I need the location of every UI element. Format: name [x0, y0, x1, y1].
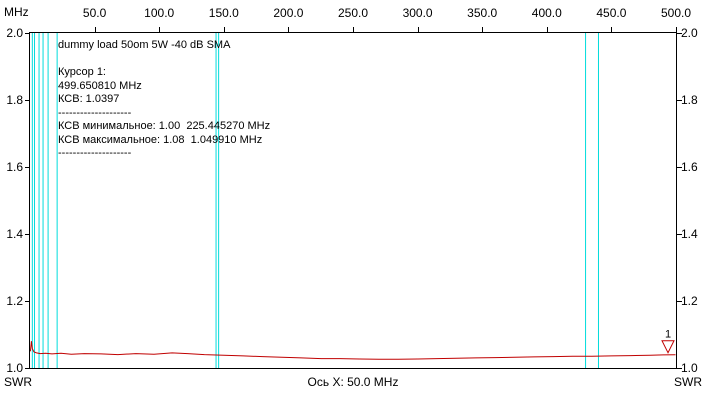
x-tick-label: 150.0 [208, 6, 239, 20]
y-tick-label-left: 2.0 [6, 26, 23, 40]
y-axis-tick-left [25, 368, 30, 369]
x-tick-label: 50.0 [82, 6, 107, 20]
x-tick-label: 100.0 [144, 6, 175, 20]
y-axis-caption-left: SWR [4, 375, 32, 389]
x-axis-tick [223, 27, 225, 32]
y-axis-tick-right [677, 33, 682, 34]
cursor-number-label: 1 [665, 329, 671, 341]
plot-canvas: 1 [30, 33, 676, 368]
y-axis-tick-left [25, 33, 30, 34]
y-axis-tick-left [25, 301, 30, 302]
x-axis-tick [676, 27, 677, 32]
y-tick-label-left: 1.0 [6, 361, 23, 375]
y-tick-label-right: 1.2 [681, 294, 698, 308]
x-axis-caption: Ось X: 50.0 MHz [307, 375, 399, 389]
x-tick-label: 300.0 [402, 6, 433, 20]
y-tick-label-right: 2.0 [681, 26, 698, 40]
x-axis-unit-label: MHz [4, 5, 29, 19]
plot-area[interactable]: 1 dummy load 50om 5W -40 dB SMA Курсор 1:… [29, 32, 677, 369]
x-axis-tick [611, 27, 613, 32]
info-line: 499.650810 MHz [58, 79, 142, 92]
info-line: dummy load 50om 5W -40 dB SMA [58, 39, 231, 51]
info-line: -------------------- [58, 147, 132, 159]
info-line: Курсор 1: [58, 66, 106, 78]
x-axis-tick [353, 27, 354, 32]
x-tick-label: 250.0 [337, 6, 369, 20]
info-line [58, 53, 270, 67]
x-axis-tick [159, 27, 161, 32]
y-axis-tick-right [677, 301, 682, 302]
y-axis-tick-right [677, 368, 682, 369]
x-axis-tick [482, 27, 484, 32]
y-tick-label-left: 1.8 [6, 93, 23, 107]
x-tick-label: 500.0 [660, 6, 692, 20]
y-axis-tick-left [25, 234, 30, 235]
y-axis-tick-right [677, 100, 682, 101]
info-line: КСВ: 1.0397 [58, 93, 120, 105]
x-axis-tick [417, 27, 419, 32]
x-tick-label: 200.0 [273, 6, 304, 20]
y-tick-label-left: 1.6 [6, 160, 23, 174]
y-tick-label-right: 1.4 [681, 227, 698, 241]
y-axis-tick-left [25, 100, 30, 101]
x-axis-tick [94, 27, 96, 32]
info-line: КСВ максимальное: 1.08 1.049910 MHz [58, 133, 263, 146]
y-tick-label-right: 1.8 [681, 93, 698, 107]
y-axis-tick-left [25, 167, 30, 168]
info-line: -------------------- [58, 106, 132, 119]
y-axis-tick-right [677, 234, 682, 235]
x-axis-tick [288, 27, 290, 32]
x-axis-tick [546, 27, 548, 32]
y-tick-label-right: 1.0 [681, 361, 698, 375]
x-tick-label: 400.0 [531, 6, 562, 20]
x-tick-label: 350.0 [467, 6, 498, 20]
x-tick-label: 450.0 [596, 6, 627, 20]
swr-trace [30, 341, 676, 360]
y-tick-label-left: 1.4 [6, 227, 23, 241]
cursor-marker-icon[interactable] [661, 340, 675, 354]
y-axis-tick-right [677, 167, 682, 168]
y-tick-label-right: 1.6 [681, 160, 698, 174]
y-tick-label-left: 1.2 [6, 294, 23, 308]
y-axis-caption-right: SWR [674, 375, 702, 389]
info-line: КСВ минимальное: 1.00 225.445270 MHz [58, 120, 271, 132]
info-panel: dummy load 50om 5W -40 dB SMA Курсор 1: 49… [58, 39, 270, 161]
